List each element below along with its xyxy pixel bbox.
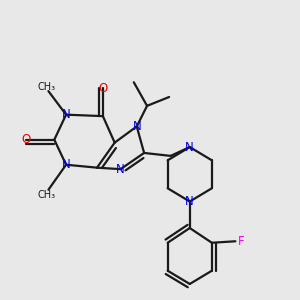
Text: N: N <box>62 108 70 121</box>
Text: CH₃: CH₃ <box>38 190 56 200</box>
Text: N: N <box>62 158 70 171</box>
Text: N: N <box>132 120 141 133</box>
Text: N: N <box>116 163 125 176</box>
Text: N: N <box>185 195 194 208</box>
Text: O: O <box>22 133 31 146</box>
Text: F: F <box>238 235 244 248</box>
Text: O: O <box>98 82 107 95</box>
Text: CH₃: CH₃ <box>38 82 56 92</box>
Text: N: N <box>185 141 194 154</box>
